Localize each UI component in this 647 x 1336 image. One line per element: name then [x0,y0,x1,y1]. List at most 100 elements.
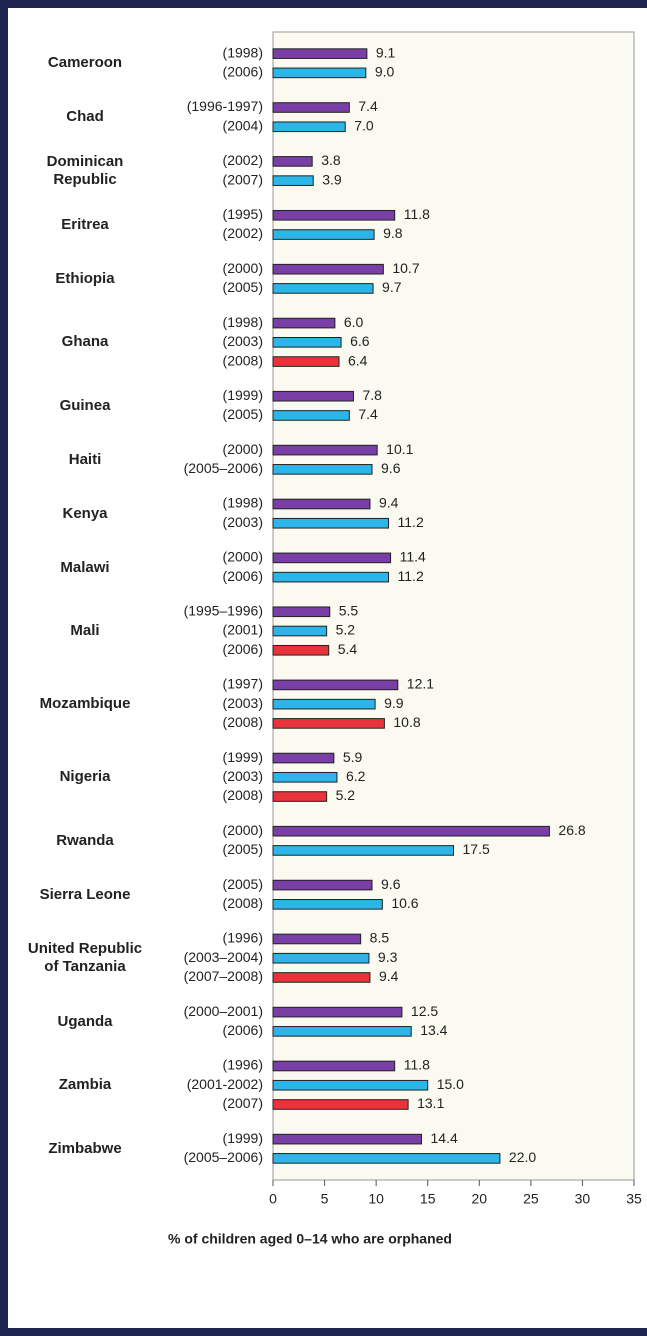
year-label: (1999) [223,749,263,765]
country-label: Zimbabwe [48,1139,122,1157]
bar [272,899,383,910]
bar [272,552,392,564]
plot-area [272,31,635,1181]
year-label: (2008) [223,787,263,803]
value-label: 10.7 [392,260,419,276]
bar [272,718,385,729]
x-axis-label: % of children aged 0–14 who are orphaned [168,1231,452,1247]
x-tick-label: 20 [471,1191,487,1207]
value-label: 7.4 [358,406,378,422]
value-label: 7.4 [358,98,378,114]
value-label: 9.9 [384,695,404,711]
value-label: 9.7 [382,279,402,295]
year-label: (2002) [223,152,263,168]
bar [272,698,376,710]
value-label: 12.1 [407,676,434,692]
year-label: (2005) [223,279,263,295]
value-label: 10.1 [386,441,413,457]
year-label: (2000) [223,441,263,457]
bar [272,1079,429,1091]
bar [272,283,374,294]
year-label: (2008) [223,714,263,730]
country-label: Rwanda [56,831,114,849]
country-label: United Republic of Tanzania [27,940,143,976]
bar [272,644,330,656]
value-label: 11.2 [398,514,424,530]
bar [272,952,370,964]
year-label: (1998) [223,44,263,60]
year-label: (1999) [223,387,263,403]
year-label: (1998) [223,495,263,511]
year-label: (1996-1997) [187,98,263,114]
year-label: (1996) [223,930,263,946]
year-label: (2005–2006) [184,1149,263,1165]
x-tick-label: 35 [626,1191,642,1207]
year-label: (2008) [223,895,263,911]
country-label: Malawi [60,558,110,576]
country-label: Zambia [58,1076,112,1094]
bar [272,1153,501,1164]
year-label: (2006) [223,64,263,80]
bar [272,229,375,240]
value-label: 3.8 [321,152,341,168]
value-label: 6.4 [348,352,368,368]
year-label: (2003) [223,514,263,530]
year-label: (2008) [223,352,263,368]
bar [272,1060,396,1072]
value-label: 5.5 [339,602,359,618]
bar [272,175,314,186]
year-label: (2004) [223,117,263,133]
value-label: 15.0 [437,1076,464,1092]
bar [272,121,346,133]
bar [272,444,378,456]
bar [272,102,350,113]
year-label: (2005–2006) [184,460,263,476]
bar [272,67,367,79]
bar [272,1006,403,1018]
value-label: 3.9 [322,171,342,187]
value-label: 5.9 [343,749,363,765]
year-label: (2002) [223,225,263,241]
country-label: Kenya [62,504,108,522]
year-label: (2007) [223,1095,263,1111]
country-label: Nigeria [59,768,111,786]
country-label: Mozambique [39,695,131,713]
bar [272,498,371,510]
country-label: Guinea [59,396,111,414]
value-label: 11.2 [398,568,424,584]
value-label: 9.4 [379,495,399,511]
bar [272,625,328,637]
value-label: 7.8 [362,387,382,403]
value-label: 5.2 [336,787,356,803]
country-label: Chad [66,108,104,126]
value-label: 9.3 [378,949,398,965]
x-tick-label: 25 [523,1191,539,1207]
year-label: (1996) [223,1057,263,1073]
bar [272,825,550,837]
value-label: 13.4 [420,1022,447,1038]
x-tick-label: 15 [420,1191,436,1207]
country-label: Dominican Republic [46,153,124,189]
bar [272,791,328,802]
country-label: Ethiopia [55,269,115,287]
bar [272,263,384,275]
bar [272,845,454,856]
bar [272,1026,412,1037]
year-label: (2000) [223,260,263,276]
year-label: (1995) [223,206,263,222]
value-label: 11.8 [404,1057,430,1073]
value-label: 14.4 [431,1130,458,1146]
value-label: 6.0 [344,314,364,330]
value-label: 10.6 [391,895,418,911]
year-label: (2006) [223,568,263,584]
bar [272,517,390,529]
country-label: Sierra Leone [39,885,131,903]
year-label: (2007–2008) [184,968,263,984]
value-label: 26.8 [558,822,585,838]
year-label: (2003) [223,333,263,349]
year-label: (2000) [223,822,263,838]
value-label: 17.5 [463,841,490,857]
value-label: 11.4 [400,549,426,565]
year-label: (1997) [223,676,263,692]
